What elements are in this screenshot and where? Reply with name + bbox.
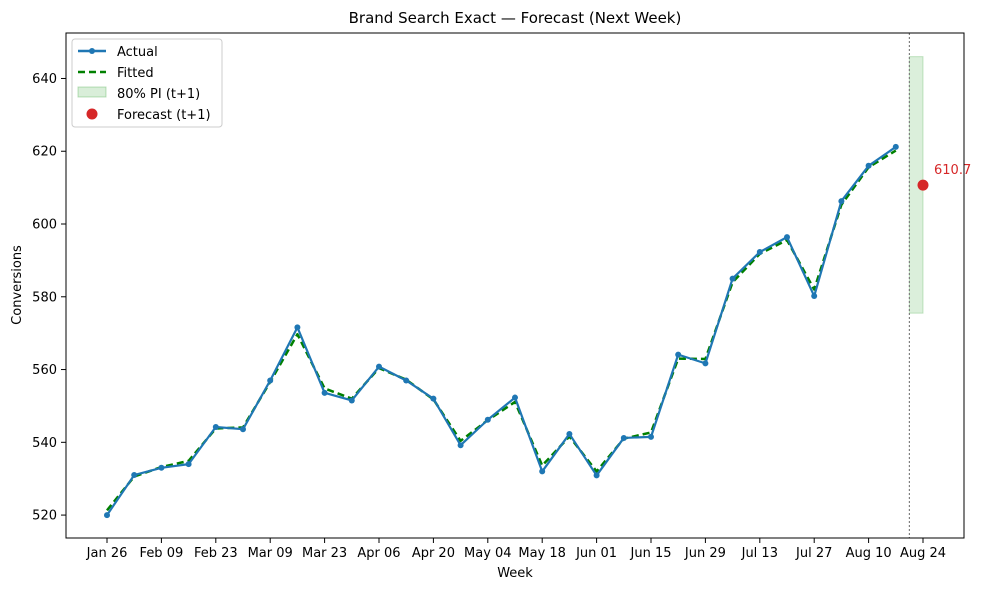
legend-actual-marker: [89, 48, 95, 54]
x-tick-label: Jun 01: [575, 546, 617, 561]
legend-pi-swatch: [77, 86, 107, 98]
actual-point-apr-20: [430, 395, 437, 402]
actual-point-jun-15: [648, 433, 654, 440]
plot-frame: [65, 32, 965, 539]
legend-actual-label: Actual: [117, 45, 158, 60]
actual-point-apr-06: [376, 363, 382, 370]
y-tick-label: 560: [32, 363, 57, 378]
x-tick-label: Mar 09: [248, 546, 293, 561]
actual-point-may-11: [512, 394, 518, 401]
x-tick-label: Jun 15: [630, 546, 672, 561]
actual-point-jun-01: [593, 472, 600, 479]
x-tick-label: Jul 13: [741, 546, 778, 561]
legend-forecast-label: Forecast (t+1): [117, 108, 211, 123]
y-tick-label: 540: [32, 436, 57, 451]
x-tick-label: May 04: [464, 546, 512, 561]
forecast-value-label: 610.7: [934, 163, 971, 178]
legend-box: [71, 38, 223, 128]
x-tick-label: Jun 29: [684, 546, 726, 561]
y-tick-label: 520: [32, 509, 57, 524]
y-axis-label: Conversions: [10, 245, 25, 325]
x-tick-label: Aug 10: [846, 546, 892, 561]
x-tick-label: Apr 06: [357, 546, 400, 561]
actual-point-jun-22: [675, 351, 682, 358]
x-tick-label: Aug 24: [900, 546, 946, 561]
actual-point-jul-20: [784, 234, 790, 241]
actual-point-may-04: [484, 416, 491, 423]
actual-point-mar-02: [240, 426, 246, 433]
chart-title: Brand Search Exact — Forecast (Next Week…: [349, 9, 682, 27]
x-axis-label: Week: [497, 566, 533, 581]
actual-point-aug-17: [892, 143, 899, 150]
y-tick-label: 640: [32, 72, 57, 87]
actual-point-mar-23: [321, 389, 328, 396]
actual-point-jul-06: [729, 275, 736, 282]
actual-point-feb-02: [131, 472, 138, 479]
actual-point-jul-13: [756, 249, 763, 256]
x-tick-label: Jul 27: [795, 546, 832, 561]
fitted-series-line: [106, 149, 897, 512]
actual-point-feb-23: [212, 424, 219, 431]
x-tick-label: Feb 23: [194, 546, 238, 561]
y-tick-label: 600: [32, 218, 57, 233]
actual-point-feb-09: [158, 464, 165, 471]
forecast-point: [917, 179, 929, 191]
actual-point-apr-13: [403, 377, 410, 384]
actual-point-may-25: [566, 430, 573, 437]
actual-point-mar-16: [294, 324, 301, 331]
legend-fitted-label: Fitted: [117, 66, 154, 81]
x-tick-label: Jan 26: [86, 546, 128, 561]
actual-point-aug-03: [838, 198, 845, 205]
y-tick-label: 580: [32, 290, 57, 305]
x-tick-label: Mar 23: [302, 546, 347, 561]
x-tick-label: Apr 20: [412, 546, 455, 561]
actual-point-feb-16: [185, 461, 192, 468]
actual-point-jun-29: [702, 360, 709, 367]
y-tick-label: 620: [32, 145, 57, 160]
actual-point-jan-26: [104, 512, 110, 519]
actual-point-aug-10: [865, 162, 872, 169]
x-tick-label: May 18: [518, 546, 566, 561]
x-tick-label: Feb 09: [140, 546, 184, 561]
actual-series-line: [106, 145, 897, 516]
actual-point-apr-27: [457, 442, 464, 449]
actual-point-may-18: [539, 468, 546, 475]
legend: Actual Fitted 80% PI (t+1) Forecast (t+1…: [71, 38, 223, 128]
actual-point-jul-27: [811, 293, 818, 300]
actual-point-mar-30: [348, 397, 355, 404]
legend-pi-label: 80% PI (t+1): [117, 87, 200, 102]
actual-point-jun-08: [620, 434, 627, 441]
actual-point-mar-09: [267, 377, 274, 384]
legend-forecast-marker: [86, 108, 98, 120]
